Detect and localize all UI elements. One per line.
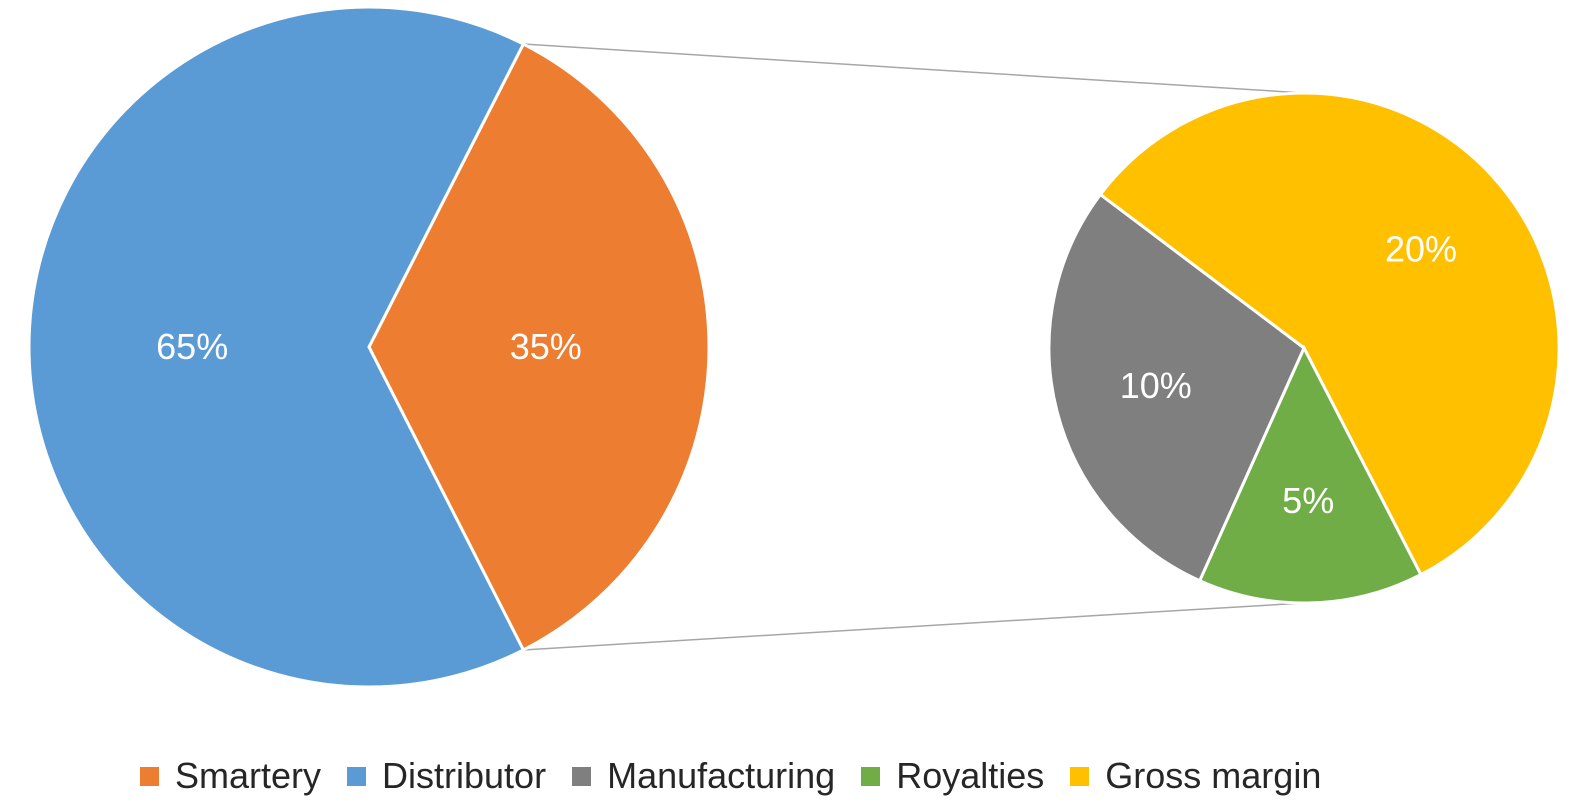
legend-item-smartery: Smartery [140, 755, 333, 797]
legend-swatch-manufacturing [572, 766, 592, 786]
connector-lines [523, 43, 1305, 651]
legend-label-gross-margin: Gross margin [1105, 755, 1322, 796]
legend-swatch-royalties [861, 766, 881, 786]
data-label-distributor: 65% [156, 326, 228, 367]
chart-legend: Smartery Distributor Manufacturing Royal… [140, 748, 1347, 804]
slice-smartery [367, 42, 711, 652]
slice-distributor [27, 5, 526, 689]
connector-line-top [523, 43, 1305, 94]
slice-gross-margin [1098, 91, 1561, 577]
legend-label-royalties: Royalties [896, 755, 1045, 796]
slice-labels: 35% 65% 20% 5% 10% [156, 228, 1457, 521]
data-label-gross-margin: 20% [1385, 228, 1457, 269]
legend-label-manufacturing: Manufacturing [607, 755, 836, 796]
legend-item-manufacturing: Manufacturing [572, 755, 847, 797]
connector-line-bottom [523, 602, 1305, 651]
slice-manufacturing [1047, 192, 1306, 583]
data-label-royalties: 5% [1282, 480, 1334, 521]
legend-label-smartery: Smartery [175, 755, 322, 796]
legend-item-gross-margin: Gross margin [1070, 755, 1333, 797]
data-label-manufacturing: 10% [1120, 365, 1192, 406]
legend-item-distributor: Distributor [347, 755, 558, 797]
legend-swatch-smartery [140, 766, 159, 786]
secondary-pie [1047, 91, 1561, 605]
legend-swatch-gross-margin [1070, 766, 1090, 786]
data-label-smartery: 35% [510, 326, 582, 367]
slice-royalties [1197, 344, 1423, 605]
legend-label-distributor: Distributor [382, 755, 547, 796]
legend-item-royalties: Royalties [861, 755, 1056, 797]
legend-swatch-distributor [347, 766, 367, 786]
main-pie [27, 5, 711, 689]
